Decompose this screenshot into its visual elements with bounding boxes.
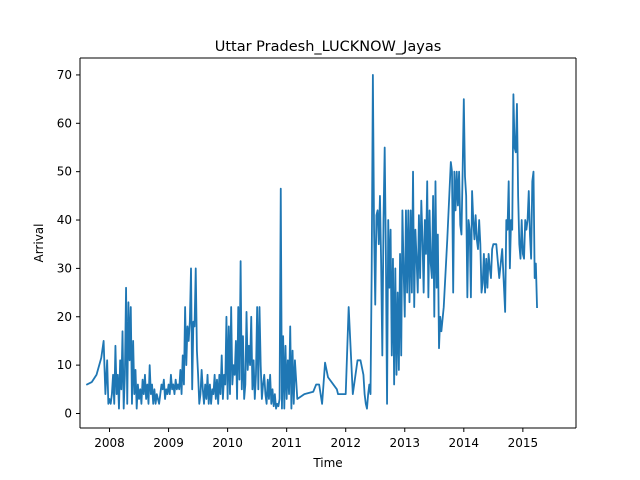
y-tick-label: 20 <box>57 310 72 324</box>
y-tick-label: 0 <box>64 406 72 420</box>
x-tick-label: 2012 <box>330 436 361 450</box>
y-tick-label: 30 <box>57 261 72 275</box>
x-tick-label: 2014 <box>449 436 480 450</box>
y-tick-label: 40 <box>57 213 72 227</box>
y-tick-label: 60 <box>57 116 72 130</box>
x-tick-label: 2015 <box>508 436 539 450</box>
y-tick-label: 10 <box>57 358 72 372</box>
axes-frame <box>79 57 577 429</box>
x-axis-ticks: 2008 2009 2010 2011 2012 2013 2014 2015 <box>94 428 538 450</box>
x-tick-label: 2010 <box>212 436 243 450</box>
y-axis-ticks: 0 10 20 30 40 50 60 70 <box>57 68 80 420</box>
y-tick-label: 50 <box>57 165 72 179</box>
x-axis-title: Time <box>312 456 342 470</box>
y-axis-title: Arrival <box>32 224 46 263</box>
chart-title: Uttar Pradesh_LUCKNOW_Jayas <box>215 39 442 55</box>
x-tick-label: 2011 <box>271 436 302 450</box>
x-tick-label: 2008 <box>94 436 125 450</box>
x-tick-label: 2013 <box>389 436 420 450</box>
x-tick-label: 2009 <box>153 436 184 450</box>
y-tick-label: 70 <box>57 68 72 82</box>
plot-area <box>80 58 576 428</box>
series-line-arrival <box>85 74 538 410</box>
